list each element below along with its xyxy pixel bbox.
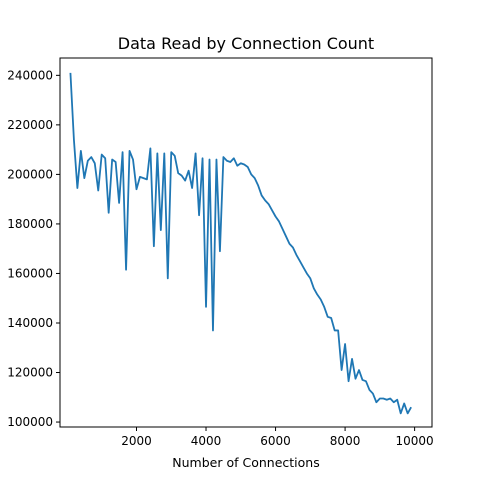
data-read-line [69,72,412,415]
chart-title: Data Read by Connection Count [118,34,374,53]
x-axis-ticks: 2000 4000 6000 8000 10000 [121,427,434,448]
y-tick-label: 240000 [7,68,53,82]
y-tick-label: 160000 [7,266,53,280]
x-tick-label: 8000 [330,434,361,448]
x-tick-label: 6000 [260,434,291,448]
x-tick-label: 2000 [121,434,152,448]
y-tick-label: 100000 [7,415,53,429]
y-tick-label: 120000 [7,366,53,380]
y-tick-label: 220000 [7,118,53,132]
y-tick-label: 180000 [7,217,53,231]
x-tick-label: 10000 [396,434,434,448]
y-axis-ticks: 100000 120000 140000 160000 180000 200000 2200… [7,68,60,429]
plot-frame [59,57,433,428]
y-tick-label: 200000 [7,167,53,181]
y-tick-label: 140000 [7,316,53,330]
x-axis-label: Number of Connections [172,455,319,470]
x-tick-label: 4000 [191,434,222,448]
